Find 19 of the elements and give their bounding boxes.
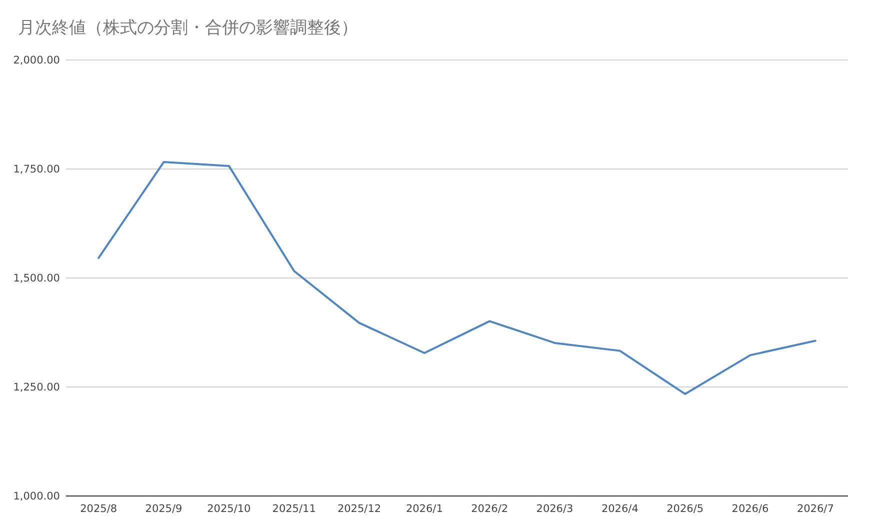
x-tick-label: 2025/9 bbox=[145, 503, 182, 515]
x-tick-label: 2026/3 bbox=[536, 503, 574, 515]
x-tick-label: 2026/5 bbox=[666, 503, 704, 515]
y-tick-label: 1,000.00 bbox=[13, 490, 60, 503]
x-tick-label: 2026/4 bbox=[601, 503, 639, 515]
x-tick-label: 2026/7 bbox=[796, 503, 834, 515]
y-tick-label: 2,000.00 bbox=[13, 54, 60, 67]
x-tick-label: 2026/6 bbox=[732, 503, 770, 515]
x-tick-label: 2025/11 bbox=[272, 503, 316, 515]
line-series bbox=[98, 161, 816, 395]
x-tick-label: 2026/1 bbox=[406, 503, 443, 515]
x-tick-label: 2025/8 bbox=[80, 503, 118, 515]
x-tick-label: 2026/2 bbox=[471, 503, 508, 515]
chart-title: 月次終値（株式の分割・合併の影響調整後） bbox=[18, 18, 358, 38]
y-tick-label: 1,750.00 bbox=[13, 164, 60, 176]
y-tick-label: 1,250.00 bbox=[13, 382, 60, 394]
y-tick-label: 1,500.00 bbox=[13, 272, 60, 285]
x-tick-label: 2025/12 bbox=[337, 503, 382, 515]
x-tick-label: 2025/10 bbox=[207, 503, 251, 515]
